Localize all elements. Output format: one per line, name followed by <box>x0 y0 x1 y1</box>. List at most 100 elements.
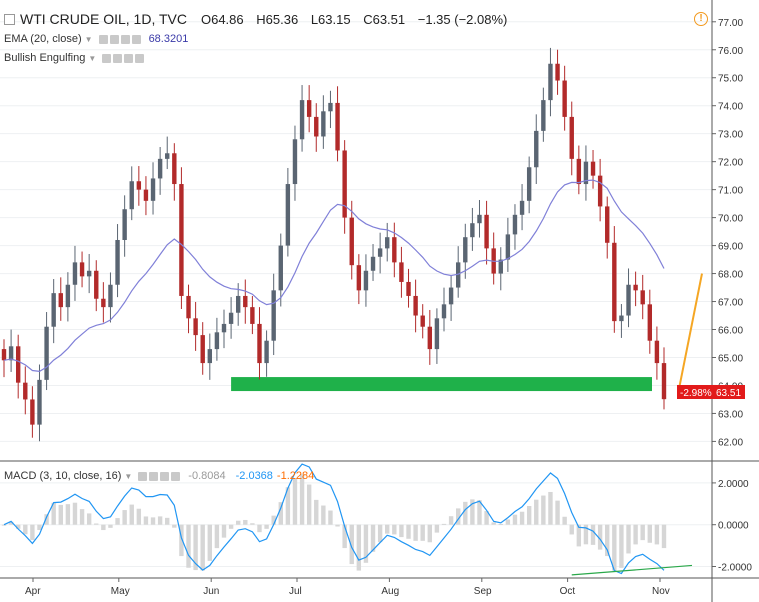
visibility-icon[interactable] <box>138 471 148 481</box>
warning-icon[interactable]: ! <box>694 12 708 26</box>
remove-icon[interactable] <box>131 34 141 44</box>
caret-down-icon[interactable]: ▼ <box>84 34 93 44</box>
macd-histogram-bar <box>647 524 653 543</box>
macd-line-value: -2.0368 <box>235 470 273 482</box>
header-legend: WTI CRUDE OIL, 1D, TVC O64.86 H65.36 L63… <box>4 11 516 27</box>
candle-body <box>136 181 142 190</box>
caret-down-icon[interactable]: ▼ <box>124 471 133 481</box>
candle-body <box>463 237 468 263</box>
macd-histogram-bar <box>79 509 85 525</box>
price-tick-label: 75.00 <box>718 74 743 85</box>
time-tick-label: Nov <box>652 586 670 597</box>
macd-histogram-bar <box>434 524 440 533</box>
remove-icon[interactable] <box>171 471 181 481</box>
macd-histogram-bar <box>37 524 42 531</box>
macd-histogram-bar <box>597 524 603 550</box>
macd-histogram-bar <box>207 524 213 561</box>
macd-histogram-bar <box>548 491 553 525</box>
candle-body <box>370 256 376 271</box>
macd-tick-label: -2.0000 <box>718 563 752 574</box>
candle-body <box>534 130 539 168</box>
macd-histogram-bar <box>413 524 418 541</box>
price-tick-label: 67.00 <box>718 298 743 309</box>
caret-down-icon[interactable]: ▼ <box>88 53 97 63</box>
price-badge-pct: -2.98% <box>680 388 712 399</box>
macd-histogram-bar <box>136 508 142 525</box>
macd-histogram-bar <box>257 524 262 533</box>
candle-body <box>193 318 198 336</box>
candle-body <box>498 259 503 274</box>
candle-body <box>342 150 347 218</box>
ema-polyline <box>3 179 665 373</box>
candle-body <box>633 284 638 291</box>
divergence-line <box>571 564 693 576</box>
macd-histogram-bar <box>619 524 624 568</box>
candle-body <box>477 214 482 224</box>
candle-body <box>470 223 475 238</box>
macd-histogram-bar <box>420 524 425 541</box>
candle-body <box>377 248 383 257</box>
macd-histogram-bar <box>477 500 482 525</box>
candle-body <box>328 102 333 112</box>
macd-histogram-bar <box>122 510 127 525</box>
remove-icon[interactable] <box>135 53 145 63</box>
candle-body <box>214 332 220 350</box>
candle-body <box>129 181 134 210</box>
close-value: C63.51 <box>363 11 406 27</box>
candle-body <box>23 382 28 400</box>
visibility-icon[interactable] <box>98 34 108 44</box>
candle-body <box>626 284 631 316</box>
candle-body <box>363 270 369 291</box>
macd-histogram-bar <box>455 508 461 525</box>
macd-histogram-bar <box>448 516 454 525</box>
settings-icon[interactable] <box>109 34 119 44</box>
candle-body <box>228 312 234 324</box>
candle-body <box>619 315 624 322</box>
annotations <box>677 273 703 395</box>
macd-histogram-bar <box>427 524 433 543</box>
visibility-icon[interactable] <box>102 53 112 63</box>
settings-icon[interactable] <box>113 53 123 63</box>
candle-body <box>590 161 596 176</box>
candle-body <box>278 245 283 291</box>
macd-histogram-bar <box>555 500 560 525</box>
candle-body <box>101 298 106 308</box>
price-tick-label: 76.00 <box>718 46 743 57</box>
candle-body <box>165 153 170 159</box>
candle-body <box>526 167 532 201</box>
macd-histogram-bar <box>470 499 475 525</box>
macd-histogram-bar <box>534 499 539 525</box>
macd-histogram-bar <box>335 524 340 527</box>
candle-body <box>15 346 21 383</box>
collapse-box-icon[interactable] <box>4 13 15 25</box>
macd-histogram-bar <box>385 524 390 534</box>
candle-body <box>207 349 213 364</box>
macd-histogram-bar <box>505 519 511 525</box>
macd-histogram-bar <box>306 484 312 525</box>
candle-body <box>612 242 617 322</box>
source-icon[interactable] <box>124 53 134 63</box>
candle-body <box>484 214 489 249</box>
candle-body <box>605 206 610 243</box>
macd-histogram-bar <box>228 524 234 529</box>
ema-label: EMA (20, close) <box>4 33 82 45</box>
candle-body <box>576 158 582 185</box>
macd-histogram-bar <box>285 487 291 525</box>
macd-histogram-bar <box>526 505 532 525</box>
candle-body <box>1 349 7 361</box>
price-tick-label: 68.00 <box>718 270 743 281</box>
macd-hist-value: -0.8084 <box>188 470 226 482</box>
macd-panel <box>1 463 693 576</box>
macd-histogram-bar <box>143 516 149 525</box>
macd-histogram-bar <box>157 516 163 525</box>
low-value: L63.15 <box>310 11 351 27</box>
candle-body <box>548 63 553 101</box>
settings-icon[interactable] <box>149 471 159 481</box>
macd-histogram-bar <box>562 516 567 525</box>
macd-histogram-bar <box>392 524 397 535</box>
candle-body <box>115 239 120 285</box>
source-icon[interactable] <box>120 34 130 44</box>
source-icon[interactable] <box>160 471 170 481</box>
macd-histogram-bar <box>491 522 496 525</box>
